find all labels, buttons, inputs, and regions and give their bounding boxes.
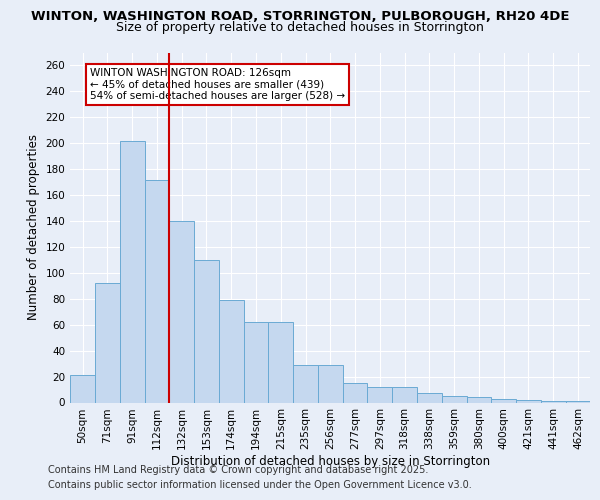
Y-axis label: Number of detached properties: Number of detached properties: [27, 134, 40, 320]
Bar: [541, 401, 566, 402]
Bar: [566, 401, 590, 402]
Bar: [417, 394, 442, 402]
Bar: [467, 398, 491, 402]
Bar: [293, 365, 318, 403]
Bar: [367, 387, 392, 402]
Text: WINTON, WASHINGTON ROAD, STORRINGTON, PULBOROUGH, RH20 4DE: WINTON, WASHINGTON ROAD, STORRINGTON, PU…: [31, 10, 569, 23]
X-axis label: Distribution of detached houses by size in Storrington: Distribution of detached houses by size …: [171, 455, 490, 468]
Bar: [219, 300, 244, 402]
Bar: [120, 140, 145, 402]
Bar: [318, 365, 343, 403]
Text: WINTON WASHINGTON ROAD: 126sqm
← 45% of detached houses are smaller (439)
54% of: WINTON WASHINGTON ROAD: 126sqm ← 45% of …: [90, 68, 345, 102]
Text: Size of property relative to detached houses in Storrington: Size of property relative to detached ho…: [116, 21, 484, 34]
Bar: [169, 221, 194, 402]
Text: Contains public sector information licensed under the Open Government Licence v3: Contains public sector information licen…: [48, 480, 472, 490]
Bar: [70, 376, 95, 402]
Bar: [442, 396, 467, 402]
Bar: [268, 322, 293, 402]
Bar: [343, 383, 367, 402]
Bar: [194, 260, 219, 402]
Bar: [145, 180, 169, 402]
Bar: [516, 400, 541, 402]
Bar: [392, 387, 417, 402]
Bar: [491, 398, 516, 402]
Text: Contains HM Land Registry data © Crown copyright and database right 2025.: Contains HM Land Registry data © Crown c…: [48, 465, 428, 475]
Bar: [95, 283, 120, 403]
Bar: [244, 322, 268, 402]
